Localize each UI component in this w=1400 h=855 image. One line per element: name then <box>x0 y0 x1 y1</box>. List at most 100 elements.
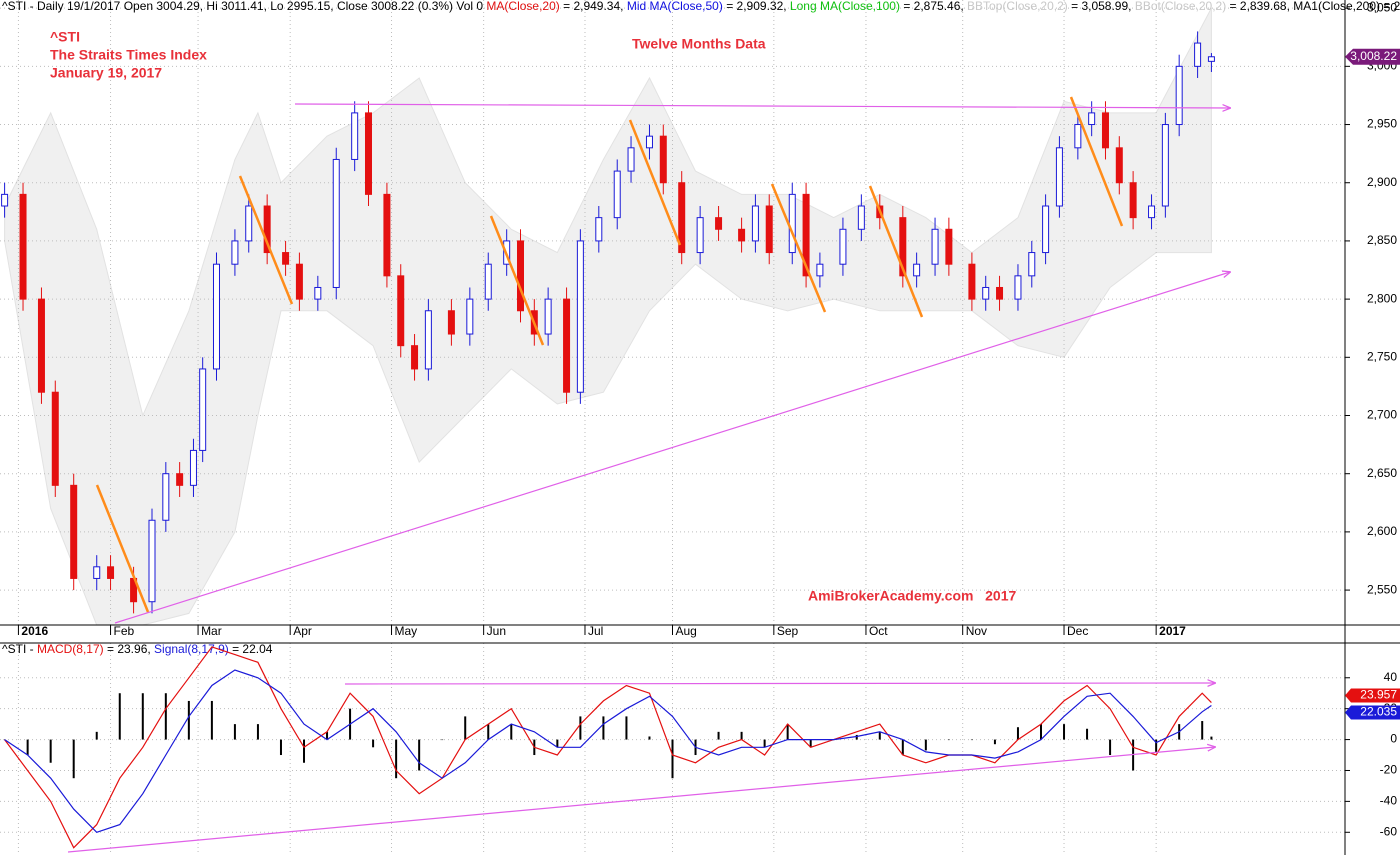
candle-body <box>544 298 552 335</box>
x-tick-label: 2017 <box>1159 624 1186 638</box>
candle-body <box>176 473 184 486</box>
header-part: = 22.04 <box>229 642 273 656</box>
candle-body <box>70 484 78 579</box>
candle-body <box>263 205 271 254</box>
histogram-bar <box>441 739 444 741</box>
histogram-bar <box>1063 724 1066 740</box>
candle-body <box>295 263 303 300</box>
text-layer: ^STI The Straits Times Index January 19,… <box>50 29 1016 604</box>
histogram-bar <box>303 739 306 763</box>
histogram-bar <box>187 700 190 740</box>
histogram-bar <box>487 724 490 740</box>
histogram-bar <box>95 731 98 740</box>
histogram-bar <box>924 739 927 751</box>
candle-body <box>996 286 1004 300</box>
candle-body <box>37 298 45 393</box>
histogram-bar <box>786 724 789 740</box>
candle-body <box>516 240 524 312</box>
header-part: ^STI - <box>2 642 37 656</box>
histogram-bar <box>602 716 605 740</box>
candle-body <box>314 286 322 300</box>
candle-body <box>351 112 359 160</box>
candle-body <box>696 217 704 254</box>
candle-body <box>595 217 603 242</box>
histogram-bar <box>464 716 467 740</box>
y-tick-label: 0 <box>1390 732 1397 746</box>
candle-body <box>738 228 746 242</box>
header-part: MA1(Close,200) <box>1293 0 1380 13</box>
candle-body <box>411 345 419 370</box>
series-line <box>4 646 1212 849</box>
histogram-bar <box>947 739 950 741</box>
histogram-bar <box>210 700 213 740</box>
support-lines <box>67 103 1230 853</box>
value-tag-label: 23.957 <box>1360 688 1397 702</box>
histogram-bar <box>326 731 329 740</box>
histogram-bar <box>49 739 52 763</box>
histogram-bar <box>740 731 743 740</box>
y-tick-label: 2,800 <box>1367 291 1397 305</box>
histogram-bar <box>233 724 236 740</box>
x-tick-label: 2016 <box>21 624 48 638</box>
candle-body <box>107 566 115 579</box>
x-tick-label: Oct <box>869 624 888 638</box>
bollinger-band <box>4 7 1212 626</box>
histogram-bar <box>763 739 766 748</box>
histogram-bar <box>72 739 75 779</box>
candle-body <box>51 391 59 486</box>
trend-line <box>489 215 545 346</box>
candle-body <box>765 205 773 254</box>
histogram-bar <box>118 693 121 740</box>
y-tick-label: 2,950 <box>1367 117 1397 131</box>
chart-header: ^STI - Daily 19/1/2017 Open 3004.29, Hi … <box>2 0 1400 13</box>
candle-body <box>968 263 976 300</box>
x-tick-label: Mar <box>201 624 222 638</box>
candle-body <box>1115 147 1123 184</box>
candle-body <box>1101 112 1109 149</box>
trend-line <box>95 484 150 613</box>
histogram-bar <box>418 739 421 771</box>
histogram-bar <box>878 731 881 740</box>
histogram-bar <box>625 716 628 740</box>
candle-body <box>945 228 953 265</box>
y-tick-label: -60 <box>1380 824 1398 838</box>
candle-body <box>751 205 759 242</box>
header-part: = 3,058.99, <box>1068 0 1135 13</box>
chart-subtitle: Twelve Months Data <box>632 36 766 52</box>
histogram-bar <box>993 739 996 745</box>
candle-body <box>162 473 170 521</box>
histogram-bar <box>279 739 282 756</box>
trend-lines <box>95 96 1124 613</box>
histogram-bar <box>671 739 674 779</box>
candle-body <box>1207 56 1215 62</box>
trend-line <box>770 183 827 313</box>
annotation: ^STI <box>50 29 80 45</box>
y-tick-label: 2,750 <box>1367 349 1397 363</box>
y-tick-label: 3,050 <box>1367 0 1397 14</box>
candle-body <box>282 252 290 265</box>
histogram-bar <box>901 739 904 756</box>
header-part: Signal(8,17,9) <box>154 642 229 656</box>
value-tag <box>1345 705 1400 720</box>
histogram-bar <box>717 731 720 740</box>
y-tick-label: 2,700 <box>1367 408 1397 422</box>
watermark: AmiBrokerAcademy.com 2017 <box>808 588 1016 604</box>
y-tick-label: 2,900 <box>1367 175 1397 189</box>
x-tick-label: Feb <box>114 624 135 638</box>
histogram-bar <box>1016 727 1019 740</box>
candle-body <box>1074 124 1082 149</box>
header-part: = 2,875.46, <box>900 0 967 13</box>
histogram-bar <box>372 739 375 748</box>
histogram-bar <box>141 693 144 740</box>
header-part: = 2,909.32, <box>723 0 790 13</box>
candle-body <box>1175 65 1183 126</box>
price-tag <box>1345 48 1400 65</box>
price-tag-label: 3,008.22 <box>1350 49 1397 63</box>
header-part: = 2,949.34, <box>560 0 627 13</box>
candle-body <box>1014 275 1022 300</box>
header-part: Long MA(Close,100) <box>790 0 900 13</box>
candle-body <box>645 135 653 149</box>
candle-body <box>189 449 197 486</box>
candle-body <box>1194 42 1202 67</box>
